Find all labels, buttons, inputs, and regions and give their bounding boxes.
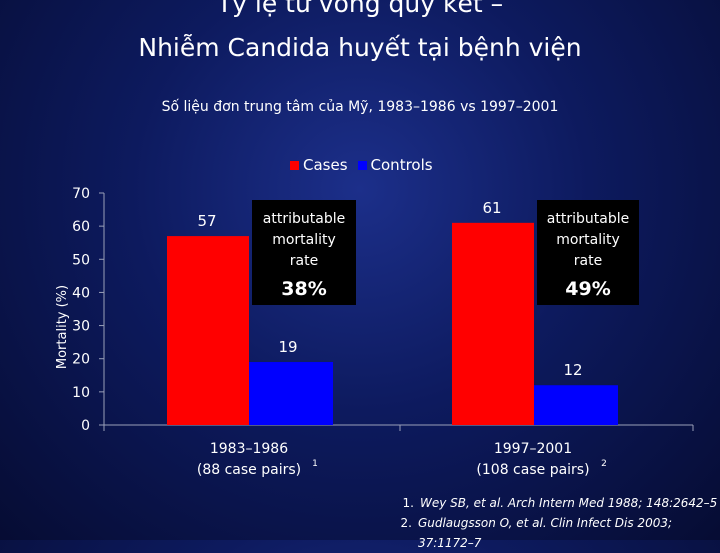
y-axis-title: Mortality (%) (55, 285, 70, 369)
legend-label-controls: Controls (370, 156, 433, 174)
x-category-label: 1983–1986 (210, 441, 288, 457)
annotation-text: mortality (272, 232, 336, 248)
chart-legend: Cases Controls (290, 156, 443, 174)
legend-item-cases: Cases (290, 156, 348, 174)
x-category-label: 1997–2001 (494, 441, 572, 457)
bar-controls (249, 362, 333, 425)
reference-text: Wey SB, et al. Arch Intern Med 1988; 148… (420, 496, 718, 510)
annotation-text: attributable (547, 211, 629, 227)
chart-subtitle: Số liệu đơn trung tâm của Mỹ, 1983–1986 … (161, 99, 559, 115)
data-label-cases: 57 (197, 212, 216, 230)
bar-cases (452, 222, 534, 425)
y-tick-label: 10 (72, 385, 90, 401)
bar-chart: 0 10 20 30 40 50 60 70 Mortality (%) 57 19 attribut… (55, 186, 694, 478)
reference-2: 2. Gudlaugsson O, et al. Clin Infect Dis… (380, 513, 720, 553)
reference-text: Gudlaugsson O, et al. Clin Infect Dis 20… (417, 516, 673, 550)
y-tick-label: 30 (72, 319, 90, 335)
y-tick-label: 0 (81, 418, 90, 434)
annotation-text: mortality (556, 232, 620, 248)
references: 1. Wey SB, et al. Arch Intern Med 1988; … (380, 493, 720, 553)
data-label-cases: 61 (482, 199, 501, 217)
attributable-mortality-value: 38% (281, 278, 326, 300)
data-label-controls: 19 (278, 338, 297, 356)
annotation-text: attributable (263, 211, 345, 227)
y-tick-label: 60 (72, 219, 90, 235)
data-label-controls: 12 (563, 361, 582, 379)
x-category-reference-marker: 2 (601, 459, 607, 469)
x-category-sublabel: (88 case pairs) (197, 462, 301, 478)
slide-title-line-2: Nhiễm Candida huyết tại bệnh viện (138, 33, 582, 62)
bar-controls (534, 385, 618, 425)
annotation-text: rate (290, 253, 318, 269)
annotation-text: rate (574, 253, 602, 269)
y-tick-label: 40 (72, 285, 90, 301)
reference-number: 1. (402, 496, 414, 510)
reference-1: 1. Wey SB, et al. Arch Intern Med 1988; … (380, 493, 720, 513)
attributable-mortality-box (252, 200, 356, 305)
x-category-sublabel: (108 case pairs) (476, 462, 589, 478)
attributable-mortality-value: 49% (565, 278, 610, 300)
legend-label-cases: Cases (303, 156, 348, 174)
legend-item-controls: Controls (357, 156, 433, 174)
slide-title-line-1: Tỷ lệ tử vong quy kết – (216, 0, 504, 18)
x-category-reference-marker: 1 (312, 459, 318, 469)
y-tick-label: 50 (72, 252, 90, 268)
legend-swatch-cases (290, 160, 299, 170)
bar-cases (167, 236, 249, 425)
legend-swatch-controls (357, 160, 367, 170)
attributable-mortality-box (537, 200, 639, 305)
y-tick-label: 20 (72, 352, 90, 368)
y-tick-label: 70 (72, 186, 90, 202)
reference-number: 2. (400, 516, 412, 530)
